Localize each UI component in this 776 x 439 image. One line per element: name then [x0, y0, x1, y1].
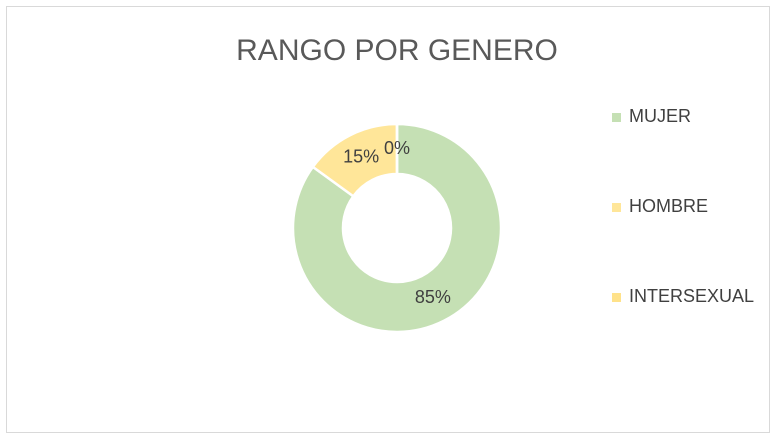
legend-label: HOMBRE [629, 196, 708, 216]
legend-label: INTERSEXUAL [629, 286, 754, 306]
legend-label: MUJER [629, 106, 691, 126]
data-label: 15% [343, 146, 379, 166]
data-label: 0% [384, 138, 410, 158]
chart-title: RANGO POR GENERO [236, 34, 558, 67]
legend-marker [612, 293, 621, 302]
legend-marker [612, 203, 621, 212]
legend-marker [612, 113, 621, 122]
chart-border [6, 6, 770, 433]
slice [291, 122, 503, 334]
data-label: 85% [415, 287, 451, 307]
